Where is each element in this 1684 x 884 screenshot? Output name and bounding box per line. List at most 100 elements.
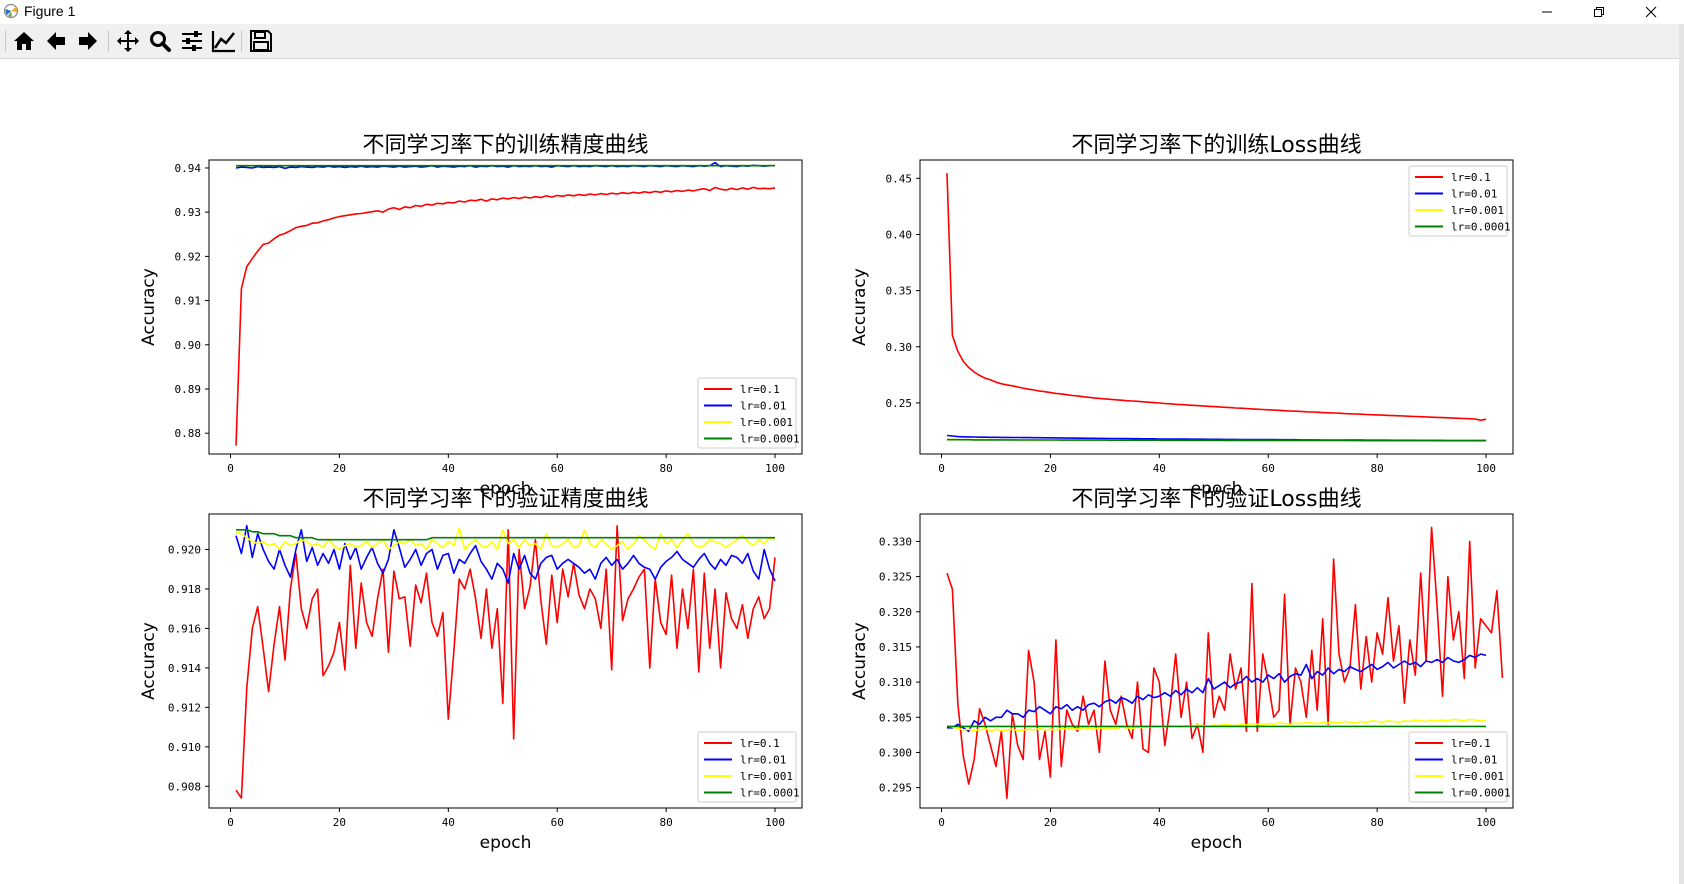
pan-icon	[117, 30, 139, 52]
series-line-lr01	[946, 173, 1487, 422]
legend-entry: lr=0.01	[740, 754, 786, 767]
x-tick-label: 100	[765, 816, 785, 829]
series-line-lr001	[235, 524, 776, 584]
y-tick-label: 0.300	[879, 746, 912, 759]
matplotlib-icon	[3, 3, 19, 19]
x-tick-label: 20	[333, 816, 346, 829]
y-tick-label: 0.305	[879, 711, 912, 724]
series-line-lr0001	[235, 526, 776, 551]
legend-entry: lr=0.001	[740, 416, 793, 429]
x-tick-label: 60	[551, 462, 564, 475]
y-tick-label: 0.45	[886, 172, 913, 185]
x-tick-label: 20	[333, 462, 346, 475]
forward-button[interactable]	[74, 28, 102, 54]
y-tick-label: 0.914	[168, 662, 201, 675]
close-button[interactable]	[1628, 0, 1674, 24]
legend-entry: lr=0.0001	[740, 433, 800, 446]
y-tick-label: 0.912	[168, 701, 201, 714]
subplot-4: 0 20 40 60 80 100 0.295 0.300 0.305 0.310 0.315 0.3…	[850, 487, 1514, 853]
legend-entry: lr=0.001	[1451, 770, 1504, 783]
navigation-toolbar	[0, 24, 1684, 59]
home-button[interactable]	[10, 28, 38, 54]
legend-frame	[697, 377, 797, 449]
subplot-2: 0 20 40 60 80 100 0.25 0.30 0.35 0.40 0.45 不同学习率下的训…	[850, 133, 1514, 499]
y-tick-label: 0.93	[175, 206, 202, 219]
y-axis-label: Accuracy	[139, 268, 159, 346]
restore-button[interactable]	[1576, 0, 1622, 24]
legend: lr=0.1 lr=0.01 lr=0.001 lr=0.0001	[1408, 731, 1511, 803]
axes-frame	[919, 159, 1514, 455]
series-line-lr01	[946, 526, 1504, 800]
x-axis-label: epoch	[1191, 479, 1243, 499]
y-tick-label: 0.89	[175, 383, 202, 396]
x-tick-label: 0	[938, 816, 945, 829]
window-title: Figure 1	[24, 3, 76, 19]
x-tick-label: 80	[660, 816, 673, 829]
series-line-lr01	[235, 524, 776, 799]
back-icon	[47, 32, 65, 50]
axes-frame	[208, 159, 803, 455]
y-tick-label: 0.91	[175, 295, 202, 308]
y-tick-label: 0.325	[879, 571, 912, 584]
y-tick-label: 0.295	[879, 782, 912, 795]
y-tick-label: 0.315	[879, 641, 912, 654]
y-axis-label: Accuracy	[850, 622, 870, 700]
x-tick-label: 80	[1371, 816, 1384, 829]
window-edge	[1679, 24, 1684, 884]
y-tick-label: 0.330	[879, 535, 912, 548]
legend-entry: lr=0.01	[1451, 188, 1497, 201]
series-line-lr00001	[236, 528, 775, 541]
legend-entry: lr=0.0001	[740, 787, 800, 800]
series-line-lr01	[235, 186, 776, 446]
chart-title: 不同学习率下的验证精度曲线	[362, 487, 648, 512]
legend-frame	[1408, 165, 1508, 237]
y-tick-label: 0.920	[168, 544, 201, 557]
customize-button[interactable]	[210, 28, 238, 54]
axes-frame	[919, 513, 1514, 809]
y-tick-label: 0.35	[886, 285, 913, 298]
subplot-1: 0 20 40 60 80 100 0.88 0.89 0.90 0.91 0.92 0.93 0.94…	[139, 133, 803, 499]
legend: lr=0.1 lr=0.01 lr=0.001 lr=0.0001	[697, 377, 800, 449]
legend: lr=0.1 lr=0.01 lr=0.001 lr=0.0001	[1408, 165, 1511, 237]
chart-title: 不同学习率下的训练精度曲线	[362, 133, 648, 158]
restore-icon	[1594, 7, 1604, 17]
series-line-lr001	[947, 653, 1487, 733]
legend-entry: lr=0.0001	[1451, 221, 1511, 234]
x-tick-label: 80	[660, 462, 673, 475]
legend-entry: lr=0.01	[1451, 754, 1497, 767]
toolbar-separator	[5, 30, 6, 52]
axes-frame	[208, 513, 803, 809]
save-icon	[250, 30, 272, 52]
figure-canvas[interactable]: 0 20 40 60 80 100 0.88 0.89 0.90 0.91 0.92 0.93 0.94…	[0, 58, 1684, 884]
zoom-button[interactable]	[146, 28, 174, 54]
series-line-lr0001	[946, 718, 1486, 733]
legend-frame	[697, 731, 797, 803]
toolbar-separator	[241, 30, 242, 52]
legend-entry: lr=0.0001	[1451, 787, 1511, 800]
x-tick-label: 60	[1262, 816, 1275, 829]
x-tick-label: 100	[765, 462, 785, 475]
subplots-button[interactable]	[178, 28, 206, 54]
minimize-button[interactable]	[1524, 0, 1570, 24]
y-tick-label: 0.94	[175, 162, 202, 175]
x-tick-label: 40	[442, 816, 455, 829]
pan-button[interactable]	[114, 28, 142, 54]
y-tick-label: 0.916	[168, 622, 201, 635]
x-tick-label: 80	[1371, 462, 1384, 475]
x-tick-label: 100	[1476, 462, 1496, 475]
y-tick-label: 0.88	[175, 427, 202, 440]
home-icon	[14, 32, 34, 50]
legend: lr=0.1 lr=0.01 lr=0.001 lr=0.0001	[697, 731, 800, 803]
x-tick-label: 0	[938, 462, 945, 475]
x-tick-label: 40	[1153, 816, 1166, 829]
close-icon	[1645, 6, 1657, 18]
back-button[interactable]	[42, 28, 70, 54]
legend-entry: lr=0.1	[1451, 737, 1491, 750]
y-tick-label: 0.320	[879, 606, 912, 619]
legend-entry: lr=0.1	[740, 383, 780, 396]
save-button[interactable]	[247, 28, 275, 54]
y-tick-label: 0.30	[886, 341, 913, 354]
y-tick-label: 0.40	[886, 228, 913, 241]
x-axis-label: epoch	[480, 833, 532, 853]
x-tick-label: 20	[1044, 816, 1057, 829]
